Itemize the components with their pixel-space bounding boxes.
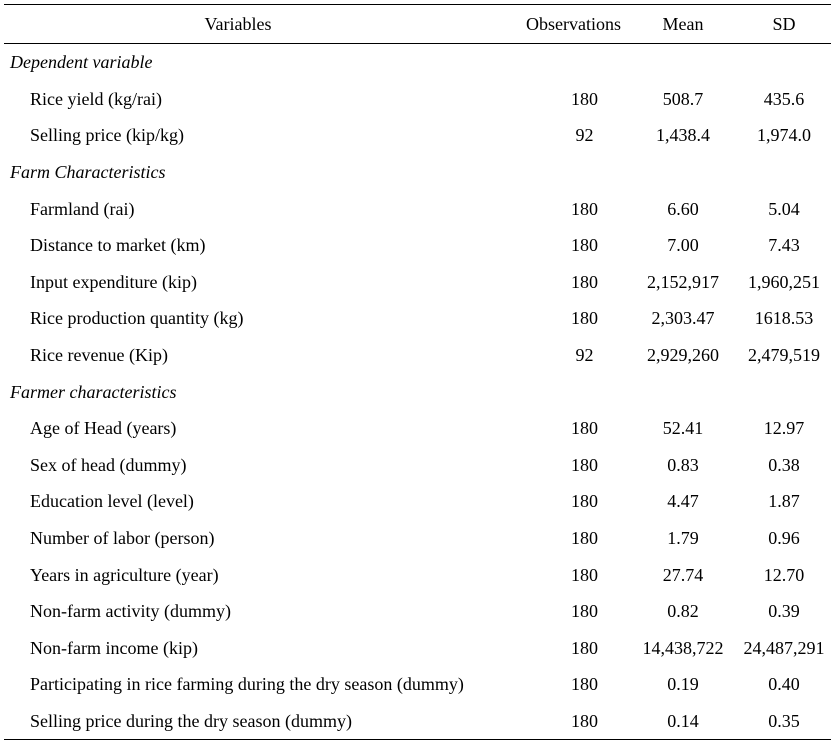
- table-row: Farmland (rai) 180 6.60 5.04: [4, 190, 831, 227]
- row-observations: 92: [575, 345, 594, 366]
- row-variable: Participating in rice farming during the…: [30, 674, 464, 695]
- header-observations: Observations: [526, 14, 621, 34]
- row-sd: 0.38: [768, 454, 800, 475]
- row-observations: 180: [571, 235, 598, 256]
- table-row: Rice revenue (Kip) 92 2,929,260 2,479,51…: [4, 337, 831, 374]
- row-observations: 180: [571, 454, 598, 475]
- row-mean: 1,438.4: [656, 125, 710, 146]
- row-mean: 2,303.47: [651, 308, 715, 329]
- row-mean: 0.19: [667, 674, 699, 695]
- row-sd: 1,974.0: [757, 125, 811, 146]
- row-variable: Selling price during the dry season (dum…: [30, 710, 352, 731]
- table-row: Non-farm income (kip) 180 14,438,722 24,…: [4, 630, 831, 667]
- section-heading: Farmer characteristics: [4, 373, 831, 410]
- row-observations: 180: [571, 271, 598, 292]
- row-sd: 12.70: [763, 564, 805, 585]
- section-title: Farmer characteristics: [10, 381, 177, 402]
- table-row: Rice production quantity (kg) 180 2,303.…: [4, 300, 831, 337]
- row-observations: 180: [571, 308, 598, 329]
- row-observations: 180: [571, 418, 598, 439]
- row-sd: 1618.53: [754, 308, 814, 329]
- row-mean: 27.74: [662, 564, 704, 585]
- row-sd: 2,479,519: [748, 345, 820, 366]
- row-observations: 180: [571, 710, 598, 731]
- row-variable: Rice yield (kg/rai): [30, 88, 162, 109]
- table-row: Number of labor (person) 180 1.79 0.96: [4, 520, 831, 557]
- row-observations: 180: [571, 88, 598, 109]
- row-variable: Farmland (rai): [30, 198, 135, 219]
- section-title: Dependent variable: [10, 52, 153, 73]
- row-variable: Number of labor (person): [30, 528, 215, 549]
- row-observations: 180: [571, 637, 598, 658]
- row-variable: Education level (level): [30, 491, 194, 512]
- row-variable: Rice production quantity (kg): [30, 308, 244, 329]
- row-sd: 12.97: [763, 418, 805, 439]
- row-variable: Selling price (kip/kg): [30, 125, 184, 146]
- row-variable: Non-farm activity (dummy): [30, 601, 231, 622]
- row-mean: 2,929,260: [647, 345, 719, 366]
- row-mean: 0.83: [667, 454, 699, 475]
- row-variable: Non-farm income (kip): [30, 637, 198, 658]
- row-mean: 1.79: [667, 528, 699, 549]
- row-sd: 0.96: [768, 528, 800, 549]
- header-sd: SD: [772, 14, 796, 34]
- row-sd: 24,487,291: [743, 637, 825, 658]
- row-observations: 180: [571, 564, 598, 585]
- row-observations: 180: [571, 674, 598, 695]
- row-mean: 0.14: [667, 710, 699, 731]
- row-mean: 7.00: [667, 235, 699, 256]
- section-heading: Dependent variable: [4, 44, 831, 81]
- row-mean: 6.60: [667, 198, 699, 219]
- row-mean: 4.47: [667, 491, 699, 512]
- row-mean: 14,438,722: [642, 637, 724, 658]
- row-variable: Rice revenue (Kip): [30, 345, 168, 366]
- row-mean: 0.82: [667, 601, 699, 622]
- row-sd: 7.43: [768, 235, 800, 256]
- row-mean: 52.41: [662, 418, 704, 439]
- row-sd: 5.04: [768, 198, 800, 219]
- row-sd: 0.35: [768, 710, 800, 731]
- row-mean: 2,152,917: [647, 271, 719, 292]
- row-variable: Years in agriculture (year): [30, 564, 219, 585]
- row-observations: 180: [571, 198, 598, 219]
- section-heading: Farm Characteristics: [4, 154, 831, 191]
- row-sd: 1,960,251: [748, 271, 820, 292]
- row-variable: Input expenditure (kip): [30, 271, 197, 292]
- table-header-row: Variables Observations Mean SD: [4, 5, 831, 44]
- row-variable: Age of Head (years): [30, 418, 177, 439]
- table-row: Non-farm activity (dummy) 180 0.82 0.39: [4, 593, 831, 630]
- table-row: Sex of head (dummy) 180 0.83 0.38: [4, 447, 831, 484]
- table-row: Years in agriculture (year) 180 27.74 12…: [4, 556, 831, 593]
- row-variable: Sex of head (dummy): [30, 454, 187, 475]
- row-sd: 0.39: [768, 601, 800, 622]
- row-mean: 508.7: [662, 88, 704, 109]
- row-observations: 180: [571, 528, 598, 549]
- row-observations: 180: [571, 491, 598, 512]
- table-row: Selling price (kip/kg) 92 1,438.4 1,974.…: [4, 117, 831, 154]
- table-row: Participating in rice farming during the…: [4, 666, 831, 703]
- table-row: Input expenditure (kip) 180 2,152,917 1,…: [4, 264, 831, 301]
- table-row: Distance to market (km) 180 7.00 7.43: [4, 227, 831, 264]
- section-title: Farm Characteristics: [10, 162, 166, 183]
- descriptive-statistics-table: Variables Observations Mean SD Dependent…: [4, 4, 831, 741]
- row-sd: 435.6: [763, 88, 805, 109]
- row-observations: 180: [571, 601, 598, 622]
- header-variables: Variables: [204, 14, 272, 34]
- table-row: Age of Head (years) 180 52.41 12.97: [4, 410, 831, 447]
- table-row: Education level (level) 180 4.47 1.87: [4, 483, 831, 520]
- table-row: Selling price during the dry season (dum…: [4, 703, 831, 740]
- row-observations: 92: [575, 125, 594, 146]
- row-variable: Distance to market (km): [30, 235, 206, 256]
- row-sd: 1.87: [768, 491, 800, 512]
- row-sd: 0.40: [768, 674, 800, 695]
- table-row: Rice yield (kg/rai) 180 508.7 435.6: [4, 81, 831, 118]
- header-mean: Mean: [662, 14, 704, 34]
